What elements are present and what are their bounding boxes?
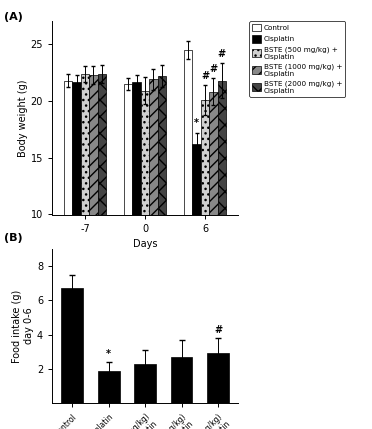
Bar xyxy=(124,84,132,328)
Bar xyxy=(201,100,209,328)
Bar xyxy=(158,76,166,328)
Y-axis label: Food intake (g)
day 0-6: Food intake (g) day 0-6 xyxy=(12,290,34,363)
Text: #: # xyxy=(218,49,226,59)
Bar xyxy=(73,82,81,328)
Text: *: * xyxy=(194,118,199,128)
Bar xyxy=(207,353,229,403)
Bar xyxy=(218,81,226,328)
Bar xyxy=(81,74,89,328)
Bar xyxy=(149,79,158,328)
Bar xyxy=(209,92,218,328)
Bar xyxy=(141,91,149,328)
Bar xyxy=(134,364,156,403)
Bar xyxy=(64,81,73,328)
Text: #: # xyxy=(201,70,209,81)
Bar xyxy=(89,75,98,328)
Bar xyxy=(184,50,192,328)
Legend: Control, Cisplatin, BSTE (500 mg/kg) +
Cisplatin, BSTE (1000 mg/kg) +
Cisplatin,: Control, Cisplatin, BSTE (500 mg/kg) + C… xyxy=(249,21,345,97)
Bar xyxy=(98,74,106,328)
Text: #: # xyxy=(214,325,222,335)
Bar xyxy=(61,288,83,403)
Text: #: # xyxy=(209,63,218,74)
Y-axis label: Body weight (g): Body weight (g) xyxy=(18,79,28,157)
Bar xyxy=(192,144,201,328)
Text: (A): (A) xyxy=(4,12,23,22)
Bar xyxy=(171,357,192,403)
Bar xyxy=(98,371,119,403)
Text: *: * xyxy=(106,349,111,359)
Bar xyxy=(132,82,141,328)
Text: (B): (B) xyxy=(4,233,22,243)
X-axis label: Days: Days xyxy=(133,239,157,249)
